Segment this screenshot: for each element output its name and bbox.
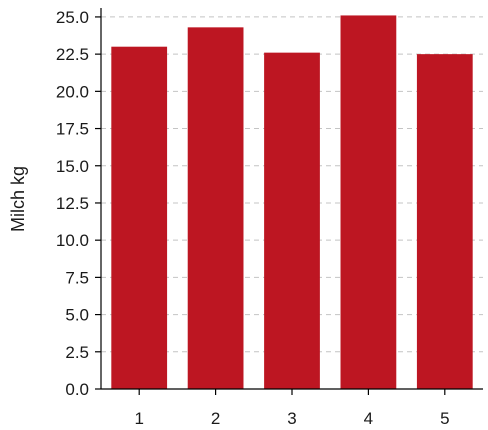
- y-axis-ticks: 0.0 2.5 5.0 7.5 10.0 12.5 15.0 17.5 20.0 22.5 25.0: [56, 8, 101, 399]
- x-tick-label: 5: [440, 409, 449, 428]
- y-tick-label: 10.0: [56, 231, 89, 250]
- y-tick-label: 20.0: [56, 82, 89, 101]
- x-tick-label: 4: [364, 409, 373, 428]
- bar-4: [340, 15, 397, 389]
- y-tick-label: 0.0: [65, 380, 89, 399]
- bar-2: [187, 27, 244, 389]
- y-tick-label: 2.5: [65, 343, 89, 362]
- y-tick-label: 5.0: [65, 306, 89, 325]
- bars: [111, 15, 473, 389]
- y-tick-label: 17.5: [56, 120, 89, 139]
- bar-5: [416, 54, 473, 389]
- bar-1: [111, 46, 168, 389]
- x-tick-label: 2: [211, 409, 220, 428]
- x-axis-ticks: 1 2 3 4 5: [134, 389, 450, 428]
- x-tick-label: 1: [134, 409, 143, 428]
- bar-3: [264, 52, 320, 389]
- y-axis-label: Milch kg: [8, 166, 28, 232]
- x-tick-label: 3: [287, 409, 296, 428]
- y-tick-label: 22.5: [56, 45, 89, 64]
- y-tick-label: 25.0: [56, 8, 89, 27]
- y-tick-label: 7.5: [65, 268, 89, 287]
- y-tick-label: 12.5: [56, 194, 89, 213]
- y-tick-label: 15.0: [56, 157, 89, 176]
